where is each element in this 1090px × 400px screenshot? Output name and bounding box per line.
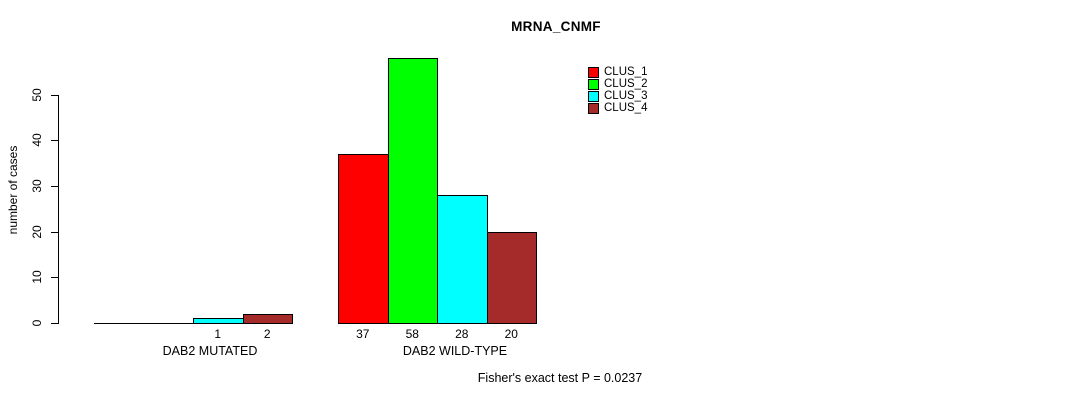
y-tick [51,140,58,142]
y-tick-label: 30 [30,179,44,193]
chart-title: MRNA_CNMF [511,19,601,34]
legend-label: CLUS_3 [604,90,648,102]
y-tick [51,277,58,279]
bar-value-label: 20 [504,327,518,341]
y-tick [51,94,58,96]
y-tick-label: 50 [30,87,44,102]
legend-label: CLUS_2 [604,78,648,90]
bar-value-label: 58 [405,327,419,341]
legend-label: CLUS_1 [604,66,648,78]
bar-clus-3-dab2-mutated [193,318,244,324]
legend-label: CLUS_4 [604,102,648,114]
group-label-dab2-mutated: DAB2 MUTATED [162,344,258,358]
legend-swatch [588,67,599,78]
bar-clus-4-dab2-wild-type [486,232,537,324]
legend-swatch [588,103,599,114]
y-tick-label: 20 [30,224,44,239]
y-tick-label: 10 [30,270,44,284]
y-tick-label: 40 [30,133,44,147]
legend-swatch [588,91,599,102]
bar-clus-1-dab2-mutated [94,323,145,324]
y-tick [51,185,58,187]
y-tick-label: 0 [30,319,44,327]
bar-clus-1-dab2-wild-type [338,154,389,324]
y-axis-label: number of cases [6,145,20,235]
bar-value-label: 28 [455,327,469,341]
y-tick [51,323,58,324]
group-label-dab2-wild-type: DAB2 WILD-TYPE [402,344,508,358]
annotation-text: Fisher's exact test P = 0.0237 [477,371,643,385]
y-axis [58,94,59,324]
bar-value-label: 1 [214,327,222,341]
bar-value-label: 2 [263,327,271,341]
bar-clus-4-dab2-mutated [242,314,293,324]
bar-clus-3-dab2-wild-type [437,195,488,324]
bar-value-label: 37 [356,327,370,341]
bar-clus-2-dab2-wild-type [387,58,438,324]
bar-clus-2-dab2-mutated [143,323,194,324]
y-tick [51,231,58,233]
legend-swatch [588,79,599,90]
